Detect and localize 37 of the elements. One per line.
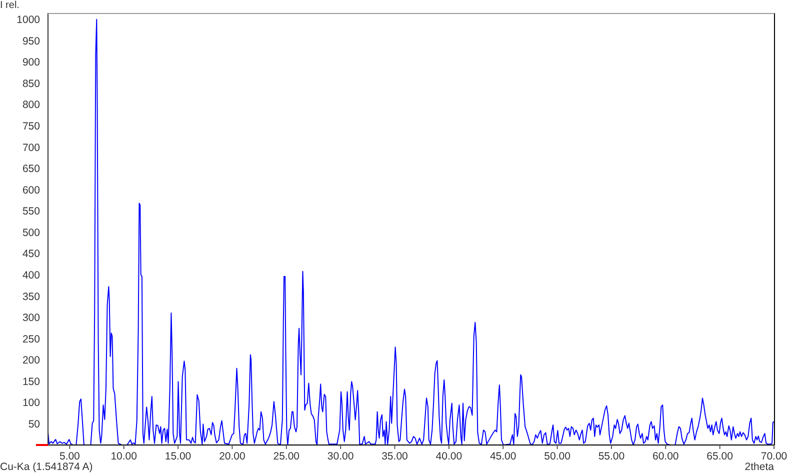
y-tick-label: 800	[22, 99, 40, 112]
x-tick-label: 40.00	[436, 450, 462, 462]
y-tick-label: 900	[22, 56, 40, 69]
y-tick-label: 50	[28, 418, 40, 430]
y-tick-label: 200	[22, 354, 40, 367]
y-tick-label: 350	[22, 290, 40, 303]
y-tick-label: 550	[22, 206, 40, 218]
x-axis-title: 2theta	[744, 461, 774, 473]
y-tick-label: 100	[22, 397, 40, 410]
y-tick-label: 650	[22, 163, 40, 176]
x-tick-label: 35.00	[382, 450, 408, 462]
x-tick-label: 65.00	[706, 450, 734, 462]
y-tick-label: 950	[22, 35, 40, 48]
y-axis-title: I rel.	[0, 0, 20, 12]
y-tick-label: 300	[22, 312, 40, 324]
y-tick-label: 150	[22, 376, 40, 388]
y-tick-label: 250	[22, 333, 40, 346]
x-tick-label: 55.00	[598, 450, 625, 462]
x-tick-label: 30.00	[327, 450, 354, 462]
x-tick-label: 5.00	[59, 450, 80, 462]
x-tick-label: 60.00	[652, 450, 679, 462]
x-tick-label: 10.00	[110, 450, 138, 462]
y-tick-label: 500	[22, 226, 40, 239]
y-tick-label: 600	[22, 184, 40, 196]
y-tick-label: 850	[22, 78, 40, 90]
y-tick-label: 750	[22, 120, 40, 133]
y-tick-label: 450	[22, 248, 40, 260]
x-tick-label: 15.00	[164, 450, 192, 462]
x-tick-label: 25.00	[273, 450, 300, 462]
x-tick-label: 45.00	[490, 450, 516, 462]
y-tick-label: 700	[22, 142, 40, 154]
y-tick-label: 400	[22, 269, 40, 282]
text: Cu-Ka (1.541874 A)	[0, 461, 93, 473]
x-tick-label: 20.00	[219, 450, 246, 462]
y-tick-label: 1000	[16, 14, 40, 26]
x-tick-label: 50.00	[544, 450, 571, 462]
x-tick-label: 70.00	[760, 450, 788, 462]
